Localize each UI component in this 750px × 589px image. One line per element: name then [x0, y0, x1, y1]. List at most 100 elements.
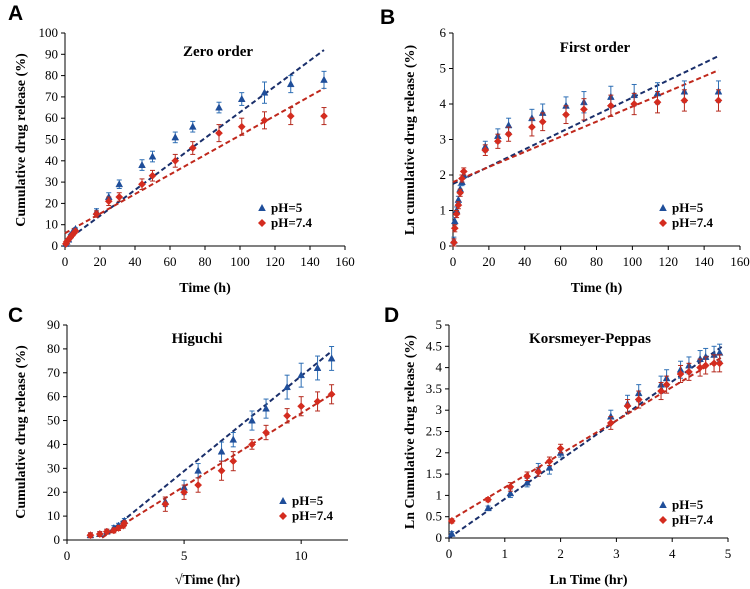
y-tick-label: 40 [47, 436, 60, 451]
data-point-blue [327, 354, 336, 362]
x-tick-label: 20 [94, 254, 107, 269]
data-point-blue [148, 152, 157, 160]
data-point-red [161, 500, 170, 509]
data-point-blue [215, 103, 223, 111]
data-point-red [120, 519, 129, 528]
y-tick-label: 10 [45, 217, 58, 232]
data-point-blue [262, 404, 270, 412]
data-point-blue [217, 447, 226, 455]
x-tick-label: 0 [446, 546, 453, 561]
y-tick-label: 50 [45, 132, 58, 147]
x-tick-label: 60 [554, 254, 567, 269]
x-axis-label: √Time (hr) [175, 573, 241, 588]
y-tick-label: 60 [47, 389, 60, 404]
data-point-red [714, 96, 723, 105]
legend-label: pH=5 [292, 493, 324, 508]
data-point-red [562, 110, 570, 119]
data-point-blue [297, 371, 306, 379]
y-tick-label: 40 [45, 153, 58, 168]
data-point-red [456, 188, 465, 197]
data-point-red [450, 224, 459, 233]
x-tick-label: 140 [694, 254, 714, 269]
y-tick-label: 2 [436, 445, 443, 460]
y-tick-label: 1 [440, 203, 447, 218]
y-tick-label: 1 [436, 487, 443, 502]
data-point-red [286, 112, 295, 121]
fit-line-blue [101, 350, 333, 539]
data-point-red [71, 227, 80, 236]
data-point-blue [286, 79, 295, 88]
data-point-blue [450, 217, 459, 225]
data-point-red [194, 481, 203, 490]
data-point-red [260, 116, 269, 125]
data-point-blue [115, 180, 124, 188]
data-point-red [148, 171, 157, 180]
panel-label: B [380, 6, 395, 29]
data-point-red [527, 123, 536, 132]
data-point-red [715, 359, 724, 368]
x-tick-label: 160 [335, 254, 355, 269]
data-point-red [188, 144, 197, 152]
y-tick-label: 3 [436, 402, 443, 417]
legend-label: pH=7.4 [292, 508, 333, 523]
data-point-red [459, 167, 468, 176]
y-tick-label: 0 [54, 532, 61, 547]
data-point-red [180, 488, 189, 497]
fit-line-red [64, 87, 325, 235]
data-point-red [86, 531, 95, 540]
y-tick-label: 2.5 [426, 424, 442, 439]
x-axis-label: Ln Time (hr) [549, 573, 627, 588]
y-axis-label: Cumulative drug release (%) [14, 53, 29, 227]
data-point-red [92, 210, 101, 219]
legend-label: pH=5 [271, 200, 303, 215]
legend-marker-blue [659, 501, 667, 508]
panel-d: D Korsmeyer-Peppas 0 0.5 1 1.5 2 2.5 3 3.5 4 4.5 5 0 1… [384, 304, 731, 588]
y-tick-label: 70 [47, 365, 60, 380]
y-tick-label: 0 [436, 530, 443, 545]
data-point-red [653, 98, 662, 107]
data-point-red [657, 387, 665, 395]
data-point-blue [138, 160, 146, 169]
chart-title: Korsmeyer-Peppas [529, 331, 651, 347]
data-point-blue [283, 382, 291, 391]
y-axis-label: Ln cumulative drug release (%) [403, 45, 418, 236]
chart-title: First order [560, 40, 631, 56]
data-point-red [545, 457, 554, 466]
data-point-red [262, 428, 270, 437]
data-point-red [229, 457, 238, 466]
y-tick-label: 10 [47, 508, 60, 523]
y-tick-label: 2 [440, 167, 447, 182]
fit-line-red [448, 356, 723, 522]
data-point-red [452, 210, 461, 219]
data-point-blue [260, 88, 269, 96]
data-point-blue [545, 463, 554, 471]
data-point-red [320, 112, 328, 121]
data-point-red [623, 401, 632, 410]
y-tick-label: 100 [39, 25, 59, 40]
data-point-red [138, 180, 146, 189]
legend-marker-red [279, 512, 287, 520]
y-tick-label: 6 [440, 25, 447, 40]
x-tick-label: 60 [164, 254, 177, 269]
data-point-red [283, 411, 292, 420]
panel-label: C [8, 304, 23, 327]
panel-a: A Zero order 0 10 20 30 40 50 60 70 80 90 100 0 20 40 60… [8, 2, 355, 296]
legend-label: pH=7.4 [271, 215, 312, 230]
data-point-red [696, 363, 705, 372]
y-tick-label: 90 [45, 46, 58, 61]
x-tick-label: 80 [590, 254, 603, 269]
data-point-red [484, 495, 493, 504]
data-point-red [237, 122, 246, 131]
legend-label: pH=5 [672, 497, 704, 512]
panel-label: D [384, 304, 399, 327]
y-tick-label: 4 [440, 96, 447, 111]
x-tick-label: 1 [502, 546, 509, 561]
x-tick-label: 0 [450, 254, 457, 269]
data-point-red [680, 96, 689, 105]
y-tick-label: 80 [47, 341, 60, 356]
data-point-red [684, 367, 693, 376]
y-tick-label: 0 [440, 238, 447, 253]
data-point-red [248, 440, 256, 449]
data-point-red [171, 156, 180, 165]
